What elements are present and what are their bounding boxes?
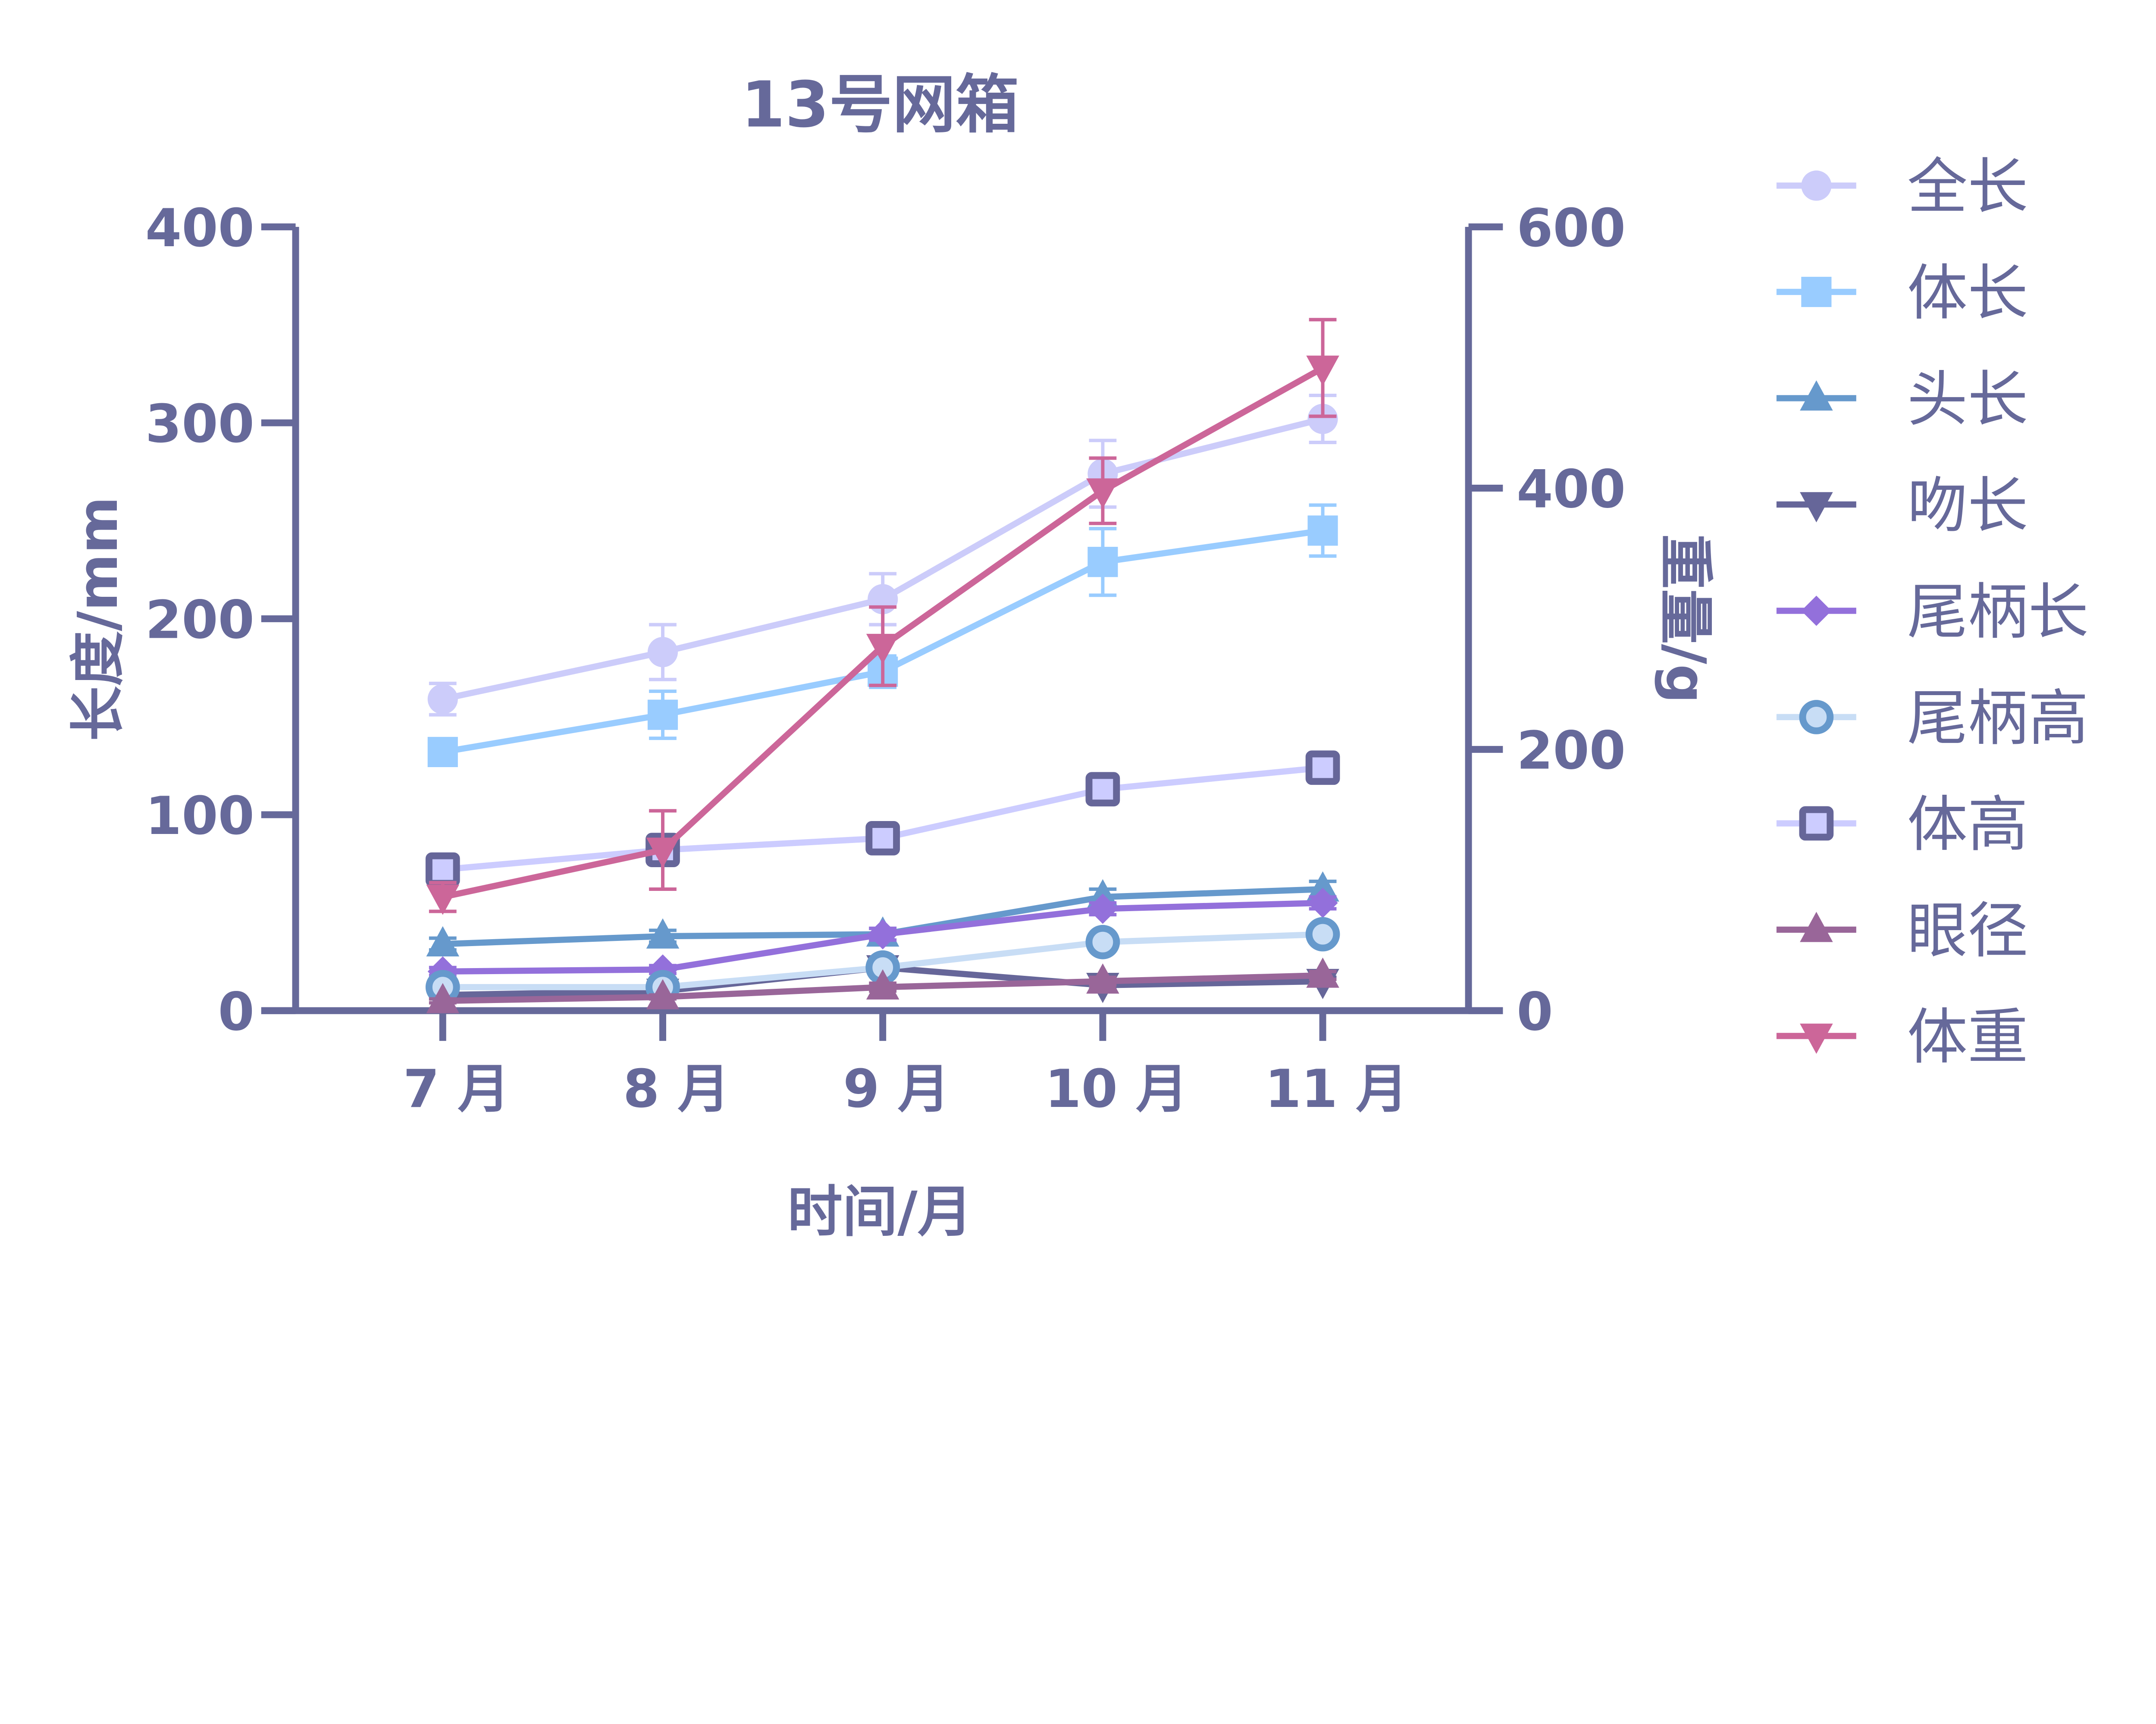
data-point <box>1087 547 1118 577</box>
series-7 <box>426 957 1339 1013</box>
data-point <box>426 926 460 956</box>
data-point <box>426 884 460 915</box>
legend-item: 全长 <box>1776 152 2028 223</box>
legend-item: 眼径 <box>1776 896 2028 966</box>
legend-label: 体高 <box>1907 790 2028 860</box>
legend-marker <box>1801 596 1832 626</box>
legend-label: 吻长 <box>1907 471 2028 541</box>
data-point <box>1085 772 1120 807</box>
legend-item: 尾柄高 <box>1776 683 2089 754</box>
series-8 <box>426 318 1339 915</box>
y2-axis-label: 重量/g <box>1653 534 1717 703</box>
data-point <box>647 699 678 730</box>
legend-marker <box>1799 806 1834 841</box>
y-axis-label: 长度/mm <box>66 496 130 741</box>
plot-area <box>425 318 1340 1013</box>
legend-label: 尾柄长 <box>1907 577 2089 647</box>
y-tick-label: 400 <box>145 198 254 259</box>
legend-item: 尾柄长 <box>1776 577 2089 647</box>
x-tick-label: 8 月 <box>623 1059 730 1119</box>
data-point <box>1306 957 1339 988</box>
y-tick-label: 300 <box>145 394 254 455</box>
data-point <box>1086 963 1119 994</box>
legend-marker <box>1800 912 1833 942</box>
data-point <box>646 918 680 949</box>
legend-marker <box>1801 276 1832 307</box>
data-point <box>868 919 898 950</box>
data-point <box>1306 871 1339 902</box>
y-tick-label: 100 <box>145 786 254 846</box>
legend-label: 全长 <box>1907 152 2028 223</box>
legend-marker <box>1801 170 1832 201</box>
y-tick-label: 200 <box>145 590 254 651</box>
legend-marker <box>1800 492 1833 523</box>
legend-label: 体长 <box>1907 258 2028 329</box>
data-point <box>1085 925 1120 959</box>
data-point <box>1307 515 1338 546</box>
legend-item: 体高 <box>1776 790 2028 860</box>
series-6 <box>425 750 1340 887</box>
legend-label: 尾柄高 <box>1907 683 2089 754</box>
data-point <box>1307 404 1338 434</box>
data-point <box>427 684 458 715</box>
legend-label: 体重 <box>1907 1002 2028 1072</box>
data-point <box>646 837 680 868</box>
data-point <box>865 821 900 856</box>
legend-marker <box>1799 700 1834 734</box>
y-tick-label: 0 <box>218 981 254 1042</box>
y2-tick-label: 600 <box>1517 198 1626 259</box>
data-point <box>646 979 680 1009</box>
legend-item: 头长 <box>1776 364 2028 435</box>
data-point <box>866 969 899 1000</box>
data-point <box>426 983 460 1013</box>
series-5 <box>425 917 1340 1005</box>
chart-title: 13号网箱 <box>741 68 1019 141</box>
x-tick-label: 11 月 <box>1265 1059 1408 1119</box>
data-point <box>647 637 678 668</box>
y2-tick-label: 200 <box>1517 721 1626 781</box>
data-point <box>425 852 460 887</box>
data-point <box>1306 355 1339 386</box>
legend-marker <box>1800 380 1833 411</box>
legend-item: 吻长 <box>1776 471 2028 541</box>
data-point <box>1086 478 1119 509</box>
data-point <box>427 737 458 768</box>
axes: 0 100 200 300 400 0 200 400 600 7 月 8 月 9 月 10 月 11 月 <box>145 198 1626 1119</box>
y2-tick-label: 400 <box>1517 459 1626 520</box>
x-tick-label: 7 月 <box>403 1059 510 1119</box>
x-tick-label: 9 月 <box>843 1059 950 1119</box>
x-tick-label: 10 月 <box>1045 1059 1188 1119</box>
y2-tick-label: 0 <box>1517 981 1553 1042</box>
legend-label: 眼径 <box>1907 896 2028 966</box>
legend-item: 体重 <box>1776 1002 2028 1072</box>
legend-marker <box>1800 1023 1833 1054</box>
chart: 13号网箱 时间/月 长度/mm 重量/g 0 100 200 300 400 0 200 4… <box>66 68 2089 1244</box>
data-point <box>866 633 899 665</box>
data-point <box>1305 917 1340 952</box>
legend-label: 头长 <box>1907 364 2028 435</box>
legend-item: 体长 <box>1776 258 2028 329</box>
data-point <box>1305 750 1340 785</box>
x-axis-label: 时间/月 <box>787 1180 972 1244</box>
